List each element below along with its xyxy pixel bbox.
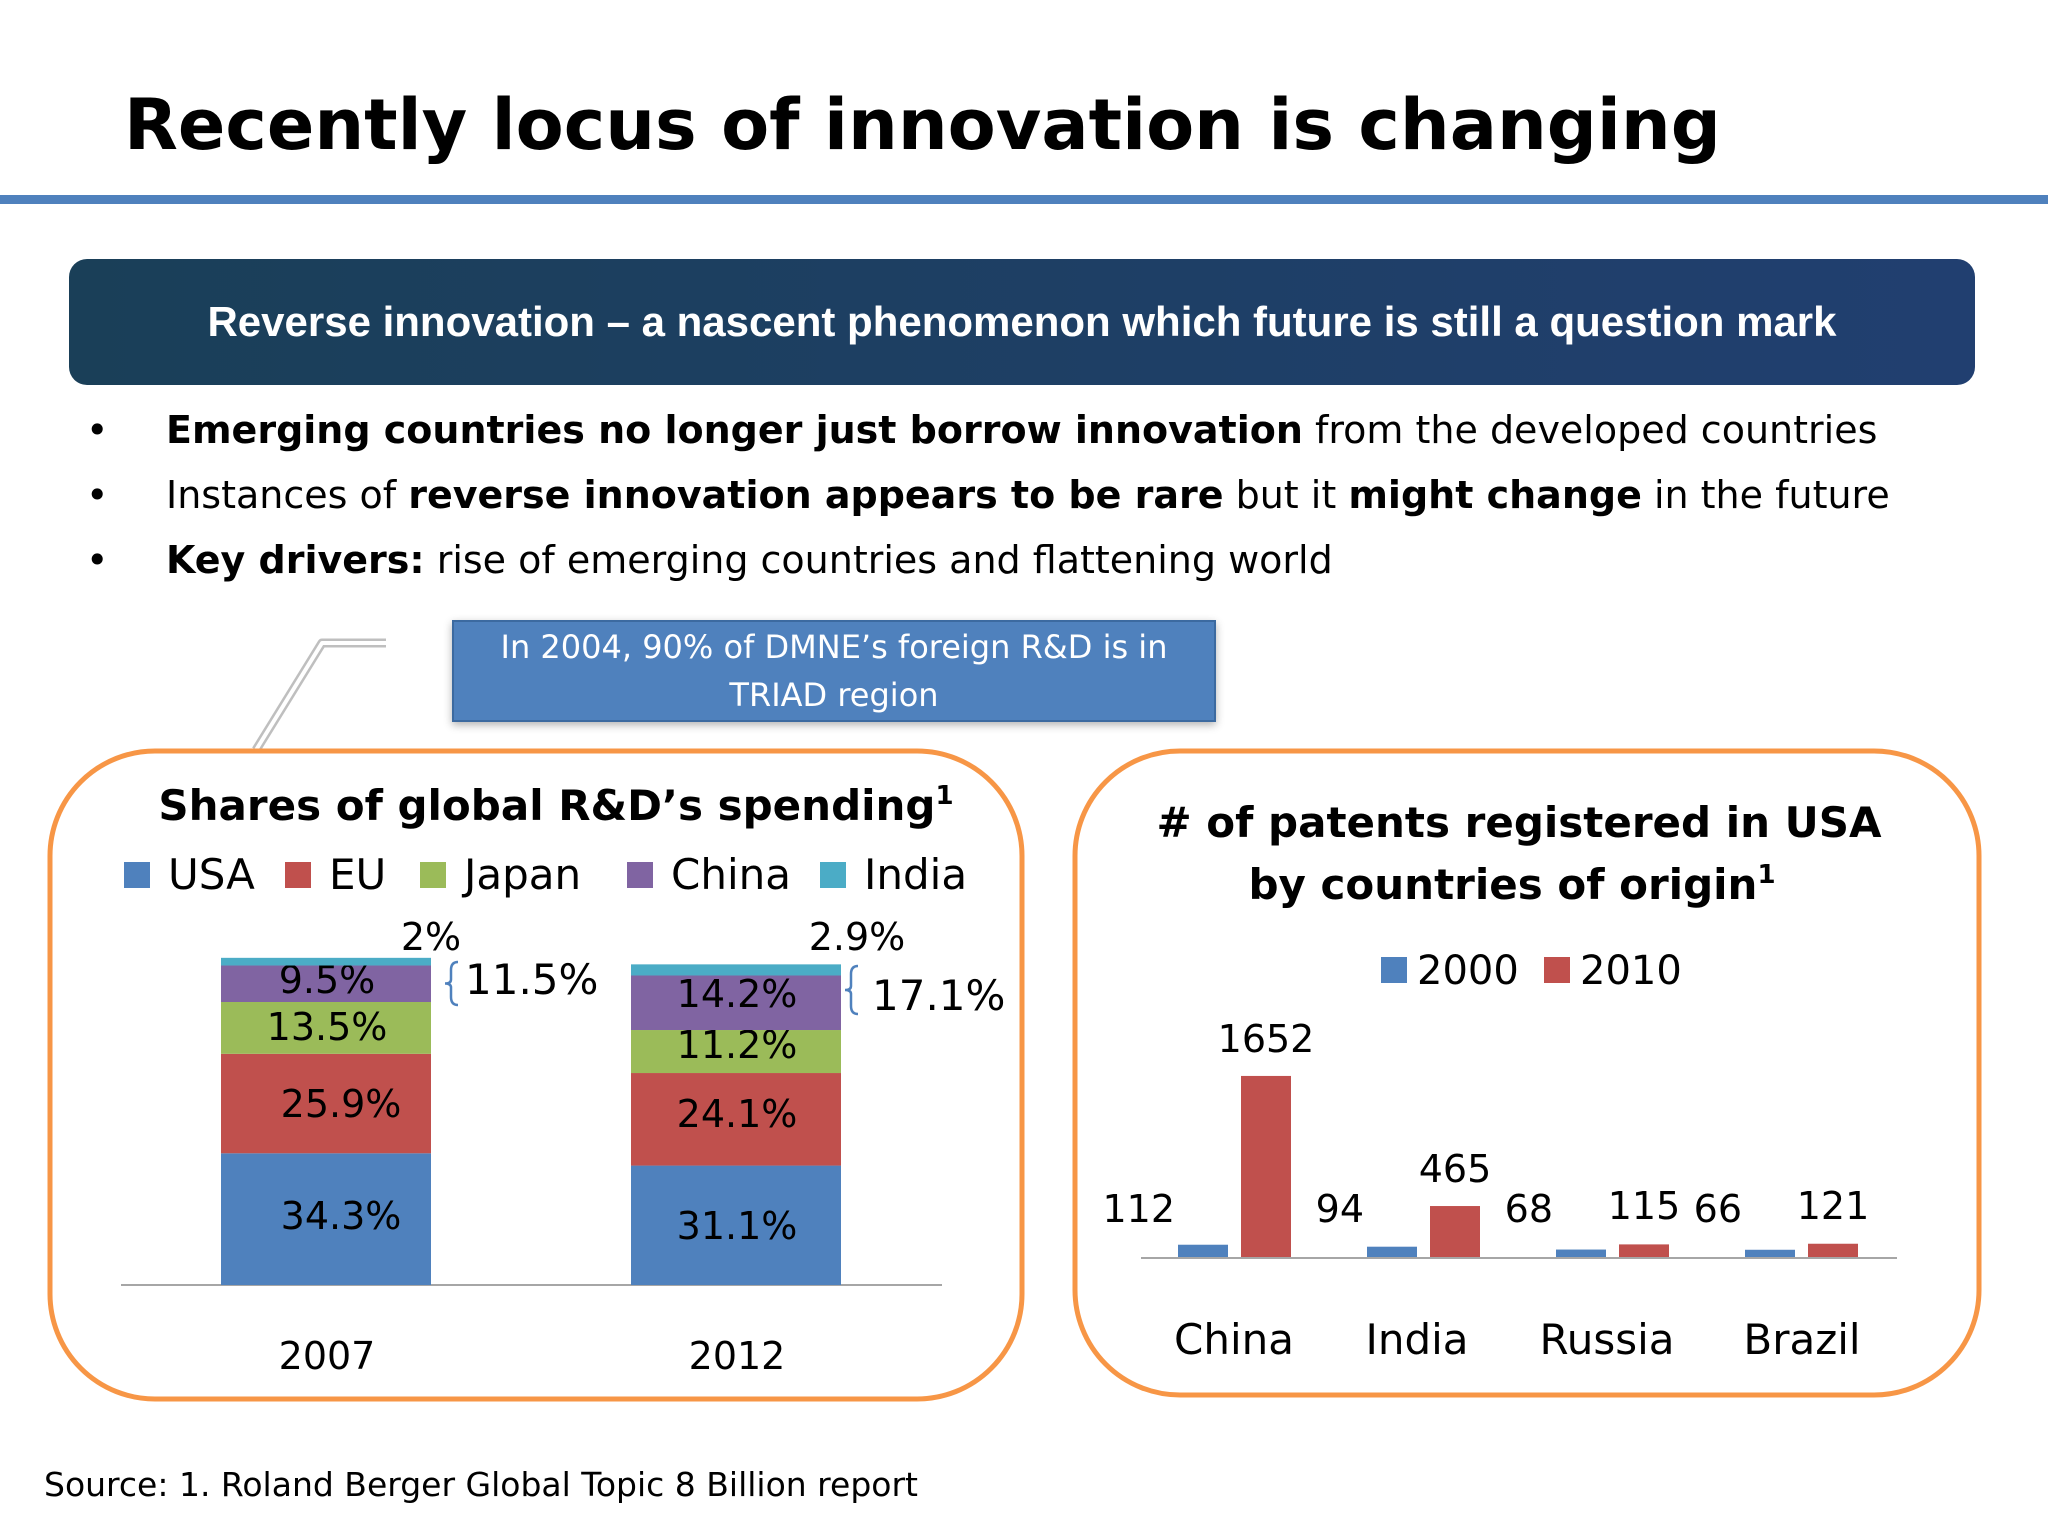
bar-segment-usa-2012 xyxy=(631,1165,841,1285)
patents-chart-frame xyxy=(1072,748,1982,1398)
bar-segment-india-2012 xyxy=(631,964,841,976)
bar-brazil-2010 xyxy=(1808,1243,1858,1257)
legend-label-eu: EU xyxy=(329,850,386,899)
triad-callout: In 2004, 90% of DMNE’s foreign R&D is in… xyxy=(452,620,1216,722)
patents-chart-title-line-2-text: by countries of origin xyxy=(1248,860,1757,909)
data-label: 115 xyxy=(1608,1184,1681,1228)
data-label: 2% xyxy=(401,915,461,959)
bar-segment-usa-2007 xyxy=(221,1153,431,1285)
legend-label-2010: 2010 xyxy=(1580,948,1682,994)
bullet-text: in the future xyxy=(1641,473,1890,517)
rd-chart-title-text: Shares of global R&D’s spending xyxy=(158,781,935,830)
china-india-total-label: 11.5% xyxy=(465,955,598,1004)
bar-brazil-2000 xyxy=(1745,1249,1795,1257)
data-label: 25.9% xyxy=(281,1082,402,1126)
patents-chart-title-line-1: # of patents registered in USA xyxy=(1156,798,1882,847)
data-label: 11.2% xyxy=(677,1023,798,1067)
legend-swatch-china xyxy=(627,862,653,888)
bar-segment-japan-2012 xyxy=(631,1030,841,1074)
title-divider xyxy=(0,195,2048,204)
bar-segment-eu-2012 xyxy=(631,1073,841,1166)
bullet-item: • Instances of reverse innovation appears… xyxy=(86,473,1890,538)
x-tick-label: 2007 xyxy=(279,1334,376,1378)
bullet-emphasis: Emerging countries no longer just borrow… xyxy=(166,408,1303,452)
data-label: 121 xyxy=(1797,1184,1870,1228)
bullet-marker: • xyxy=(86,408,109,452)
rd-chart-title: Shares of global R&D’s spending1 xyxy=(158,781,953,830)
callout-line-1: In 2004, 90% of DMNE’s foreign R&D is in xyxy=(500,628,1168,666)
bullet-item: • Key drivers: rise of emerging countries… xyxy=(86,538,1890,603)
patents-chart-title-sup: 1 xyxy=(1757,860,1775,890)
bullet-marker: • xyxy=(86,473,109,517)
callout-text: In 2004, 90% of DMNE’s foreign R&D is in… xyxy=(501,623,1168,719)
legend-swatch-eu xyxy=(285,862,311,888)
x-tick-label: 2012 xyxy=(689,1334,786,1378)
data-label: 465 xyxy=(1419,1147,1492,1191)
bar-india-2010 xyxy=(1430,1206,1480,1257)
bar-russia-2000 xyxy=(1556,1249,1606,1257)
china-india-bracket xyxy=(444,960,459,1007)
x-tick-label: Russia xyxy=(1539,1315,1674,1364)
callout-line-2: TRIAD region xyxy=(729,676,939,714)
data-label: 13.5% xyxy=(267,1005,388,1049)
rd-chart-title-sup: 1 xyxy=(936,781,954,811)
data-label: 1652 xyxy=(1218,1017,1315,1061)
bar-china-2010 xyxy=(1241,1075,1291,1257)
data-label: 31.1% xyxy=(677,1204,798,1248)
data-label: 66 xyxy=(1694,1187,1742,1231)
patents-chart-title-line-2: by countries of origin1 xyxy=(1248,860,1775,909)
bar-segment-china-2007 xyxy=(221,965,431,1002)
bullet-emphasis: Key drivers: xyxy=(166,538,425,582)
x-tick-label: China xyxy=(1174,1315,1294,1364)
rd-chart-frame xyxy=(47,748,1025,1402)
data-label: 68 xyxy=(1505,1187,1553,1231)
source-note: Source: 1. Roland Berger Global Topic 8 … xyxy=(44,1465,918,1504)
bullet-text: rise of emerging countries and flattenin… xyxy=(424,538,1333,582)
legend-label-china: China xyxy=(671,850,791,899)
legend-swatch-india xyxy=(820,862,846,888)
legend-swatch-2000 xyxy=(1381,957,1407,983)
bar-segment-china-2012 xyxy=(631,975,841,1031)
legend-swatch-2010 xyxy=(1544,957,1570,983)
bullet-list: • Emerging countries no longer just borro… xyxy=(86,408,1890,603)
bar-india-2000 xyxy=(1367,1246,1417,1257)
data-label: 94 xyxy=(1316,1187,1364,1231)
legend-label-2000: 2000 xyxy=(1417,948,1519,994)
legend-swatch-japan xyxy=(420,862,446,888)
bullet-text: but it xyxy=(1223,473,1349,517)
x-tick-label: India xyxy=(1365,1315,1468,1364)
bullet-text: from the developed countries xyxy=(1302,408,1878,452)
bullet-marker: • xyxy=(86,538,109,582)
headline-banner: Reverse innovation – a nascent phenomeno… xyxy=(69,259,1975,385)
data-label: 14.2% xyxy=(677,972,798,1016)
bar-china-2000 xyxy=(1178,1244,1228,1257)
bullet-item: • Emerging countries no longer just borro… xyxy=(86,408,1890,473)
data-label: 34.3% xyxy=(281,1194,402,1238)
x-tick-label: Brazil xyxy=(1743,1315,1860,1364)
bullet-emphasis: reverse innovation appears to be rare xyxy=(408,473,1224,517)
banner-text: Reverse innovation – a nascent phenomeno… xyxy=(207,298,1837,345)
bar-segment-japan-2007 xyxy=(221,1001,431,1054)
data-label: 112 xyxy=(1102,1187,1175,1231)
bar-russia-2010 xyxy=(1619,1244,1669,1257)
legend-swatch-usa xyxy=(124,862,150,888)
legend-label-usa: USA xyxy=(168,850,255,899)
bullet-text: Instances of xyxy=(166,473,409,517)
china-india-bracket xyxy=(844,964,859,1016)
bar-segment-eu-2007 xyxy=(221,1053,431,1154)
bullet-emphasis: might change xyxy=(1348,473,1642,517)
legend-label-india: India xyxy=(864,850,967,899)
page-title: Recently locus of innovation is changing xyxy=(124,84,1721,166)
china-india-total-label: 17.1% xyxy=(872,971,1005,1020)
data-label: 24.1% xyxy=(677,1092,798,1136)
legend-label-japan: Japan xyxy=(461,850,581,899)
data-label: 2.9% xyxy=(809,915,906,959)
bar-segment-india-2007 xyxy=(221,957,431,966)
